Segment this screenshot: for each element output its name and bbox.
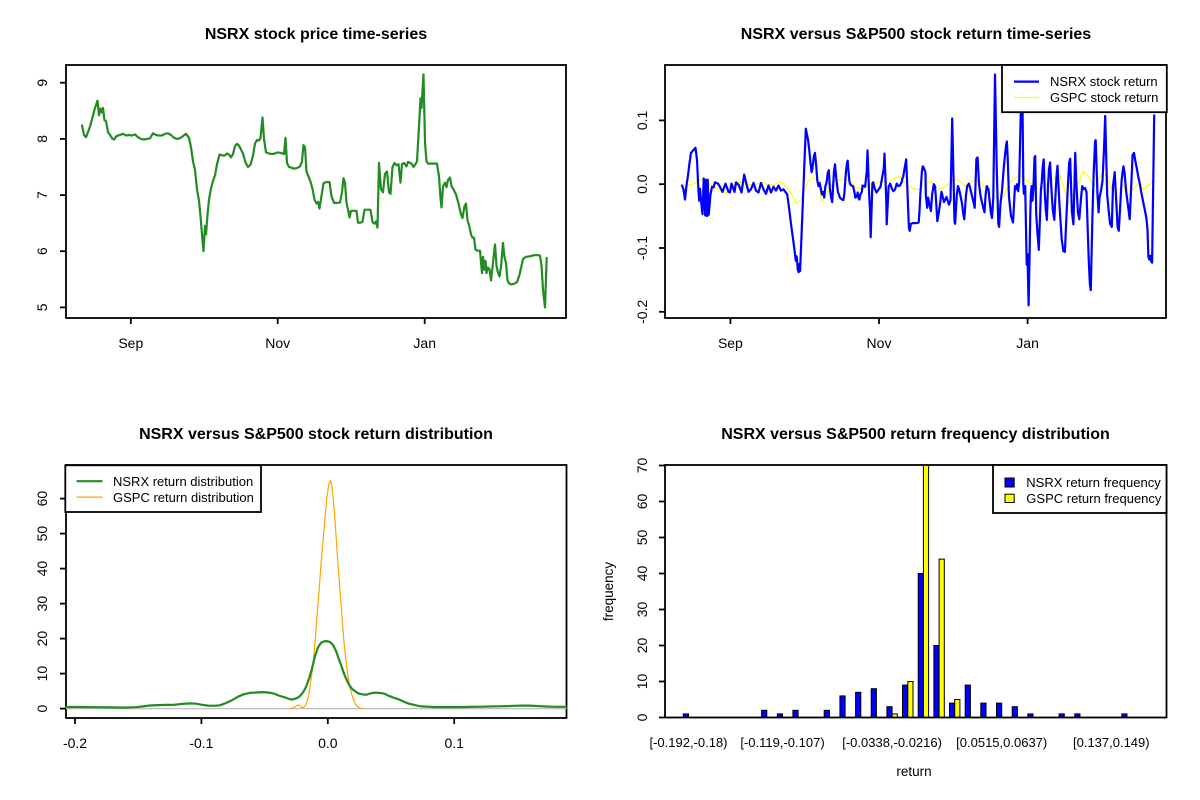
svg-text:NSRX stock price time-series: NSRX stock price time-series: [205, 26, 427, 43]
svg-text:10: 10: [634, 674, 650, 690]
svg-text:20: 20: [634, 638, 650, 654]
svg-text:70: 70: [634, 458, 650, 474]
svg-text:GSPC return frequency: GSPC return frequency: [1026, 491, 1162, 506]
svg-text:NSRX versus S&P500 stock retur: NSRX versus S&P500 stock return distribu…: [139, 426, 493, 443]
svg-text:Jan: Jan: [1016, 335, 1039, 351]
svg-text:[-0.192,-0.18): [-0.192,-0.18): [649, 735, 727, 750]
svg-text:return: return: [896, 764, 931, 779]
svg-text:Nov: Nov: [867, 335, 892, 351]
svg-text:GSPC return distribution: GSPC return distribution: [113, 490, 254, 505]
svg-text:30: 30: [634, 602, 650, 618]
svg-text:0.0: 0.0: [634, 174, 650, 194]
svg-text:-0.2: -0.2: [63, 735, 87, 751]
svg-text:[0.0515,0.0637): [0.0515,0.0637): [956, 735, 1047, 750]
svg-text:-0.1: -0.1: [634, 236, 650, 260]
svg-text:40: 40: [34, 561, 50, 577]
svg-text:GSPC stock return: GSPC stock return: [1050, 90, 1158, 105]
svg-text:Nov: Nov: [265, 335, 290, 351]
svg-text:-0.2: -0.2: [634, 300, 650, 324]
svg-text:6: 6: [34, 247, 50, 255]
svg-text:40: 40: [634, 566, 650, 582]
svg-text:60: 60: [34, 491, 50, 507]
svg-text:7: 7: [34, 191, 50, 199]
svg-text:frequency: frequency: [601, 562, 616, 622]
svg-text:[0.137,0.149): [0.137,0.149): [1073, 735, 1150, 750]
svg-text:5: 5: [34, 303, 50, 311]
svg-text:-0.1: -0.1: [189, 735, 213, 751]
svg-text:20: 20: [34, 631, 50, 647]
svg-text:NSRX versus S&P500 stock retur: NSRX versus S&P500 stock return time-ser…: [741, 26, 1091, 43]
svg-text:0.0: 0.0: [318, 735, 338, 751]
svg-text:30: 30: [34, 596, 50, 612]
svg-text:Sep: Sep: [718, 335, 743, 351]
svg-text:Sep: Sep: [118, 335, 143, 351]
svg-text:50: 50: [34, 526, 50, 542]
svg-text:NSRX return distribution: NSRX return distribution: [113, 474, 253, 489]
svg-text:NSRX return frequency: NSRX return frequency: [1026, 475, 1161, 490]
svg-text:NSRX versus S&P500 return freq: NSRX versus S&P500 return frequency dist…: [721, 426, 1110, 443]
svg-text:0.1: 0.1: [634, 110, 650, 130]
svg-text:Jan: Jan: [413, 335, 436, 351]
svg-text:[-0.0338,-0.0216): [-0.0338,-0.0216): [842, 735, 942, 750]
svg-text:50: 50: [634, 530, 650, 546]
svg-text:9: 9: [34, 79, 50, 87]
svg-text:60: 60: [634, 494, 650, 510]
svg-text:8: 8: [34, 135, 50, 143]
svg-text:10: 10: [34, 666, 50, 682]
svg-text:0.1: 0.1: [444, 735, 464, 751]
svg-text:0: 0: [634, 713, 650, 721]
svg-text:NSRX stock return: NSRX stock return: [1050, 74, 1158, 89]
svg-text:0: 0: [34, 704, 50, 712]
svg-text:[-0.119,-0.107): [-0.119,-0.107): [740, 735, 824, 750]
